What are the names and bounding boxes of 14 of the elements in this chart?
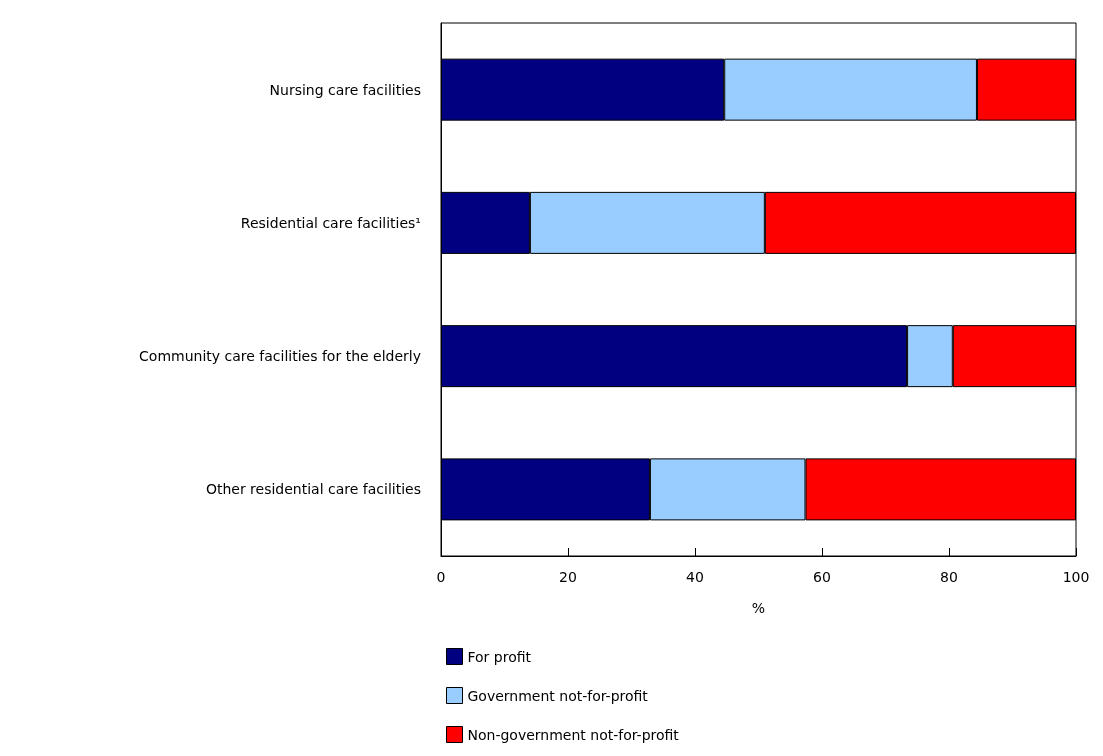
y-tick-label: Community care facilities for the elderly — [139, 348, 421, 365]
y-tick-label: Nursing care facilities — [269, 81, 421, 98]
x-tick-label: 20 — [559, 569, 577, 585]
y-tick-label: Residential care facilities¹ — [240, 214, 421, 231]
legend-label: Government not-for-profit — [467, 687, 649, 704]
x-tick-label: 40 — [686, 569, 704, 585]
x-tick-label: 60 — [813, 569, 831, 585]
x-tick-label: 80 — [940, 569, 958, 585]
legend-label: Non-government not-for-profit — [467, 726, 680, 743]
x-tick-label: 0 — [436, 569, 446, 585]
y-tick-label: Other residential care facilities — [205, 481, 421, 498]
x-axis-title: % — [751, 600, 766, 616]
legend-label: For profit — [467, 648, 532, 665]
x-tick-label: 100 — [1062, 569, 1090, 585]
